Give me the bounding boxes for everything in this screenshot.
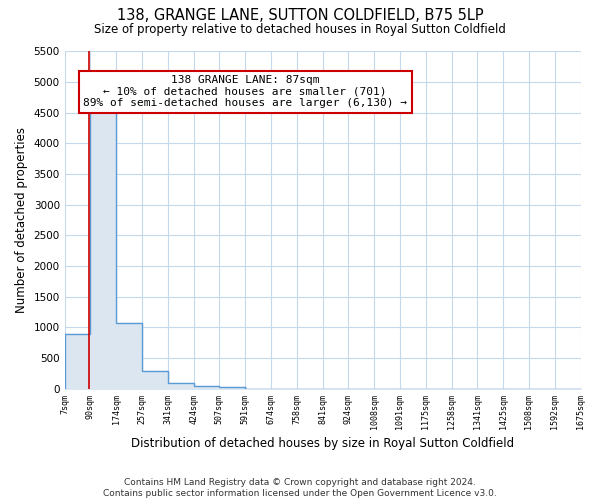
Text: Size of property relative to detached houses in Royal Sutton Coldfield: Size of property relative to detached ho… [94,22,506,36]
Y-axis label: Number of detached properties: Number of detached properties [15,127,28,313]
Text: 138, GRANGE LANE, SUTTON COLDFIELD, B75 5LP: 138, GRANGE LANE, SUTTON COLDFIELD, B75 … [116,8,484,22]
Text: 138 GRANGE LANE: 87sqm
← 10% of detached houses are smaller (701)
89% of semi-de: 138 GRANGE LANE: 87sqm ← 10% of detached… [83,75,407,108]
Text: Contains HM Land Registry data © Crown copyright and database right 2024.
Contai: Contains HM Land Registry data © Crown c… [103,478,497,498]
X-axis label: Distribution of detached houses by size in Royal Sutton Coldfield: Distribution of detached houses by size … [131,437,514,450]
